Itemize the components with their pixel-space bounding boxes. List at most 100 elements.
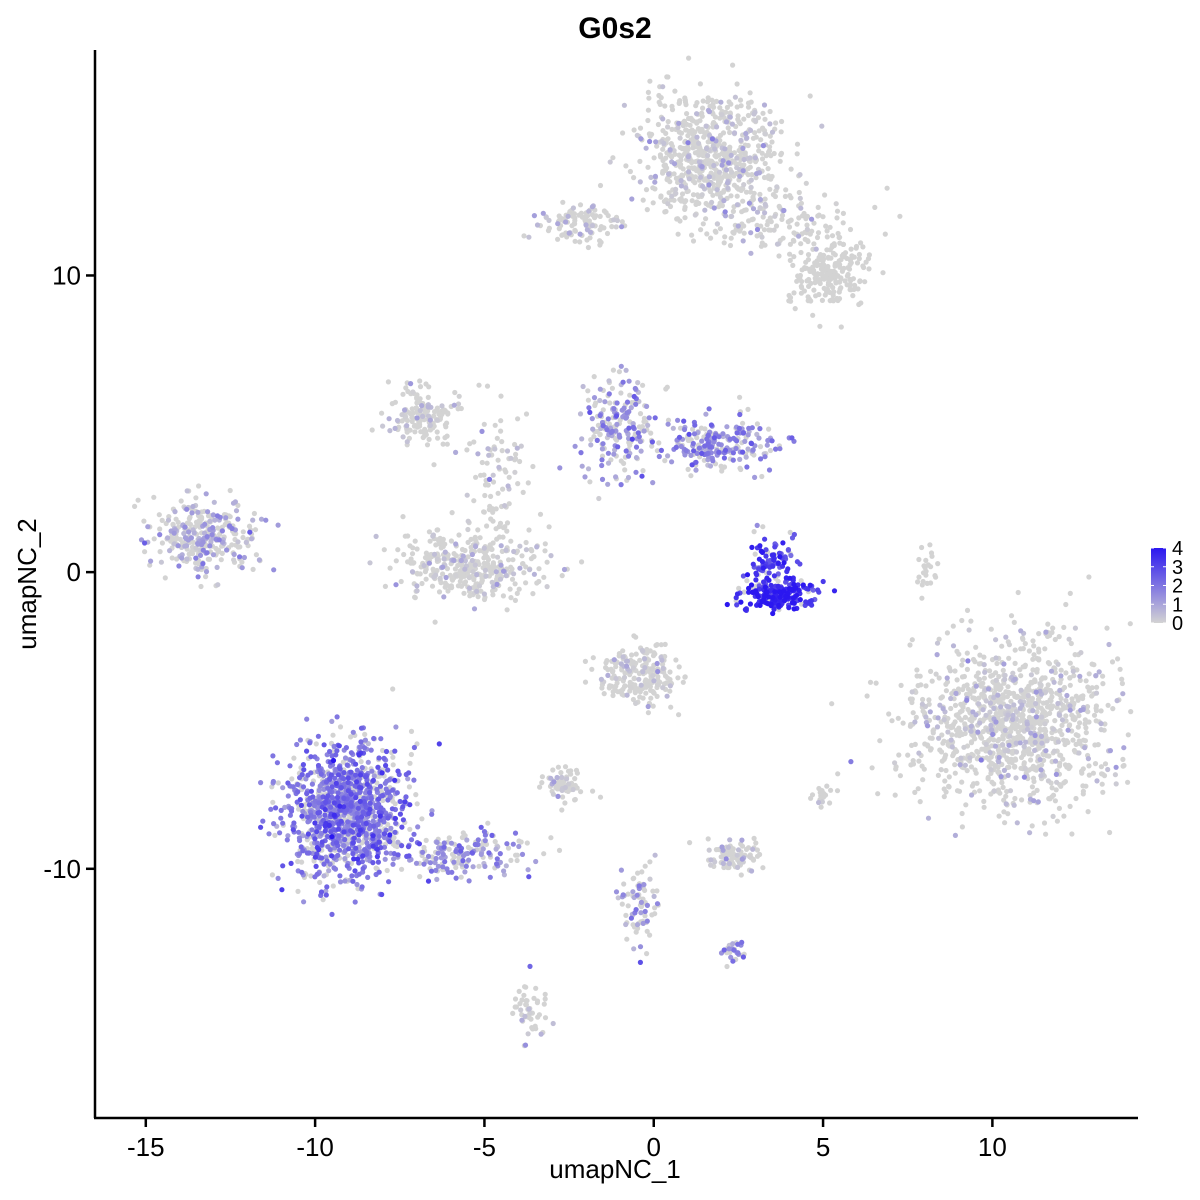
cell-point bbox=[1004, 694, 1011, 700]
cell-point bbox=[390, 861, 396, 867]
cell-point bbox=[694, 111, 700, 117]
cell-point bbox=[469, 557, 475, 564]
cell-point bbox=[426, 436, 432, 442]
cell-point bbox=[685, 466, 691, 472]
cell-point bbox=[754, 233, 760, 239]
cell-point bbox=[413, 792, 419, 798]
cell-point bbox=[1050, 703, 1056, 709]
cell-point bbox=[490, 592, 496, 598]
cell-point bbox=[196, 517, 203, 523]
cell-point bbox=[766, 426, 772, 432]
cell-point bbox=[605, 672, 611, 679]
cell-point bbox=[1070, 668, 1076, 674]
cell-point bbox=[577, 411, 584, 417]
cell-point bbox=[621, 881, 627, 887]
cell-point bbox=[720, 860, 726, 867]
cell-point bbox=[635, 380, 641, 386]
cell-point bbox=[675, 231, 681, 237]
cell-point bbox=[427, 422, 433, 428]
cell-point bbox=[915, 786, 921, 792]
cell-point bbox=[176, 563, 182, 569]
cell-point bbox=[718, 463, 724, 469]
cell-point bbox=[427, 538, 433, 544]
cell-point bbox=[650, 888, 656, 894]
cell-point bbox=[1102, 721, 1108, 727]
cell-point bbox=[1059, 717, 1066, 723]
cell-point bbox=[156, 512, 162, 518]
cell-point bbox=[811, 241, 817, 247]
cell-point bbox=[645, 682, 651, 688]
cell-point bbox=[631, 127, 637, 133]
cell-point bbox=[679, 191, 686, 197]
cell-point bbox=[658, 193, 664, 199]
cell-point bbox=[819, 297, 826, 303]
cell-point bbox=[610, 155, 616, 161]
cell-point bbox=[1061, 737, 1067, 743]
cell-point bbox=[791, 290, 797, 296]
cell-point bbox=[752, 118, 759, 124]
cell-point bbox=[570, 205, 577, 211]
cell-point bbox=[754, 226, 761, 233]
cell-point bbox=[827, 247, 833, 253]
cell-point bbox=[630, 659, 637, 665]
cell-point bbox=[1007, 788, 1014, 794]
cell-point bbox=[988, 626, 994, 632]
cell-point bbox=[1037, 757, 1043, 763]
cell-point bbox=[209, 532, 215, 538]
cell-point bbox=[766, 149, 772, 155]
cell-point bbox=[469, 551, 475, 558]
cell-point bbox=[1033, 689, 1039, 695]
cell-point bbox=[171, 530, 177, 536]
cell-point bbox=[269, 872, 275, 878]
cell-point bbox=[434, 429, 440, 435]
cell-point bbox=[420, 413, 426, 419]
cell-point bbox=[981, 662, 987, 668]
cell-point bbox=[451, 402, 457, 408]
cell-point bbox=[478, 588, 484, 594]
cell-point bbox=[565, 213, 571, 219]
cell-point bbox=[645, 164, 651, 170]
cell-point bbox=[380, 797, 386, 804]
cell-point bbox=[682, 204, 688, 210]
cell-point bbox=[1031, 643, 1037, 649]
cell-point bbox=[527, 567, 533, 573]
cell-point bbox=[975, 729, 981, 735]
cell-point bbox=[819, 123, 825, 129]
cell-point bbox=[1069, 696, 1075, 702]
cell-point bbox=[752, 155, 759, 161]
cell-point bbox=[949, 732, 955, 738]
cell-point bbox=[660, 128, 666, 134]
cell-point bbox=[640, 382, 646, 388]
cell-point bbox=[677, 153, 683, 159]
cell-point bbox=[655, 674, 661, 680]
cell-point bbox=[514, 852, 521, 858]
cell-point bbox=[540, 210, 546, 216]
cell-point bbox=[667, 147, 673, 153]
cell-point bbox=[256, 557, 262, 563]
cell-point bbox=[475, 451, 481, 457]
cell-point bbox=[230, 500, 237, 506]
cell-point bbox=[873, 680, 879, 686]
cell-point bbox=[767, 121, 773, 127]
cell-point bbox=[787, 241, 794, 247]
cell-point bbox=[435, 527, 441, 533]
cell-point bbox=[1125, 779, 1131, 785]
cell-point bbox=[514, 590, 520, 597]
cell-point bbox=[542, 996, 548, 1002]
cell-point bbox=[591, 395, 598, 401]
cell-point bbox=[652, 911, 658, 917]
cell-point bbox=[693, 168, 700, 174]
cell-point bbox=[591, 434, 597, 440]
cell-point bbox=[817, 323, 823, 329]
cell-point bbox=[521, 570, 527, 576]
cell-point bbox=[834, 788, 841, 794]
cell-point bbox=[1089, 685, 1095, 691]
cell-point bbox=[897, 773, 904, 779]
cell-point bbox=[809, 228, 815, 234]
cell-point bbox=[330, 732, 336, 738]
cell-point bbox=[851, 254, 857, 260]
cell-point bbox=[583, 222, 589, 228]
cell-point bbox=[1042, 721, 1048, 727]
cell-point bbox=[956, 788, 963, 794]
cell-point bbox=[633, 929, 639, 935]
